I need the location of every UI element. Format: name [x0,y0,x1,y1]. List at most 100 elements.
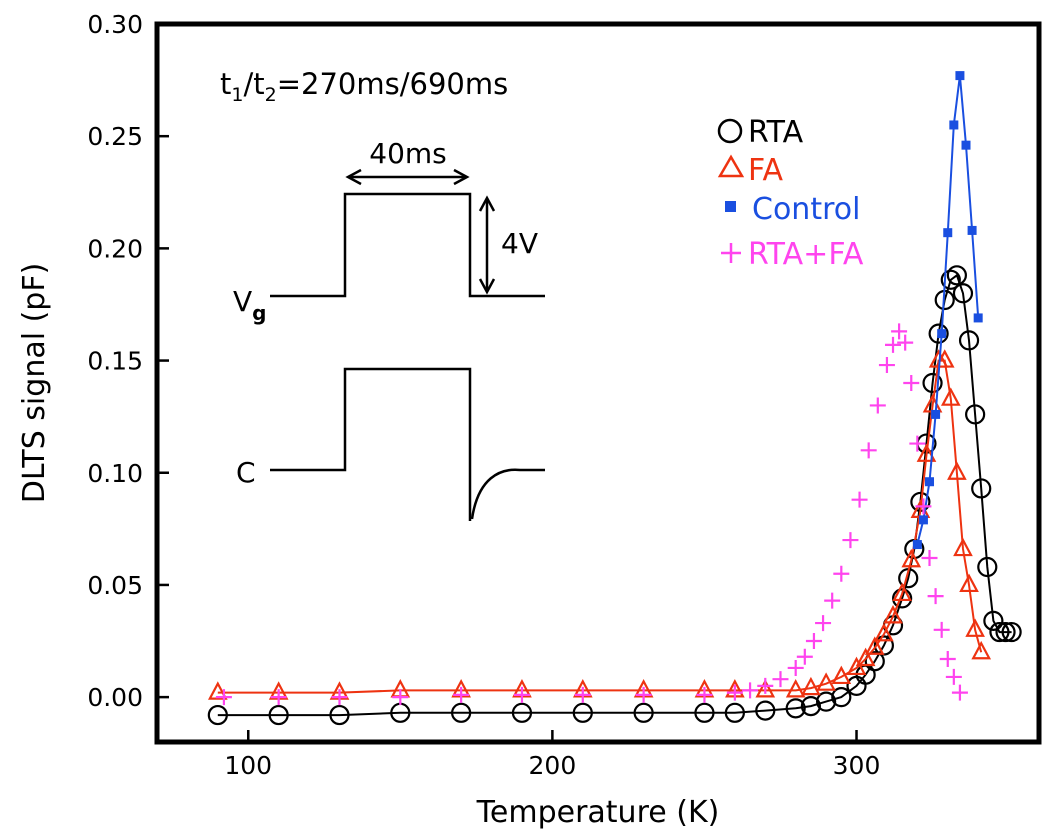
y-tick-label: 0.30 [87,10,143,39]
data-point-rta-fa [787,659,804,676]
data-point-rta-fa [860,442,877,459]
data-point-rta [816,691,837,712]
legend-marker-fa [717,154,745,178]
data-point-rta-fa [772,671,789,688]
y-tick-label: 0.10 [87,459,143,488]
pulse-width-arrowhead-left [345,168,362,186]
data-point-rta [952,283,974,304]
data-point-rta [724,702,745,723]
data-point-rta [946,265,967,286]
legend-label-rta: RTA [748,115,804,150]
data-point-rta [892,588,913,609]
data-point-control [912,540,922,550]
data-point-rta [977,556,998,578]
legend-label-control: Control [752,192,860,227]
data-point-rta [572,702,593,723]
series-rta [207,265,1022,726]
data-point-rta-fa [833,565,850,582]
data-point-rta [785,698,806,719]
plot-frame [154,21,1042,745]
legend-label-rta-fa: RTA+FA [748,237,864,272]
data-point-rta-fa [903,375,920,391]
data-point-rta-fa [270,689,287,706]
x-axis-label: Temperature (K) [476,795,720,830]
y-tick-label: 0.15 [87,347,143,376]
capacitance-waveform [270,367,472,521]
y-tick-label: 0.25 [87,122,143,151]
data-point-fa [947,461,967,480]
y-axis-label: DLTS signal (pF) [17,263,52,504]
data-point-control [949,120,959,130]
data-point-rta-fa [933,621,950,638]
y-axis-ticks: 0.00 0.05 0.10 0.15 0.20 0.25 0.30 [87,10,169,712]
data-point-rta [1001,621,1022,643]
data-point-rta [928,323,949,344]
data-point-control [918,515,928,525]
data-point-rta [958,330,980,351]
x-tick-label: 100 [224,751,272,780]
y-tick-label: 0.20 [87,234,143,263]
data-point-rta [800,695,821,717]
capacitance-label: C [236,456,256,489]
data-point-rta [268,704,289,726]
series-rta-fa [215,323,968,706]
data-point-rta [694,702,715,723]
data-point-control [967,225,977,235]
y-tick-label: 0.05 [87,571,143,600]
x-tick-label: 200 [529,751,577,780]
pulse-width-label: 40ms [369,137,447,170]
data-point-rta-fa [921,550,938,567]
data-point-control [973,313,983,323]
data-point-control [931,409,941,419]
data-point-fa [816,672,836,691]
data-point-rta-fa [824,592,841,609]
legend: RTA FA Control RTA+FA [717,115,864,272]
x-axis-ticks: 100 200 300 [224,730,880,780]
data-point-rta-fa [927,588,944,605]
legend-marker-rta-fa [721,243,741,263]
series-layer [207,71,1022,726]
pulse-schematic [270,168,545,521]
legend-marker-control [725,201,736,212]
data-point-rta [940,269,961,290]
data-point-rta-fa [851,491,868,508]
data-point-rta [633,702,654,723]
data-point-control [961,140,971,150]
legend-label-fa: FA [748,153,784,188]
data-point-fa [831,665,852,685]
series-line-fa [217,359,983,694]
data-point-rta-fa [909,435,926,452]
data-point-rta [755,700,776,721]
data-point-fa [755,679,776,698]
data-point-fa [892,582,912,602]
data-point-rta-fa [453,686,470,703]
data-point-rta [511,702,533,723]
data-point-fa [864,636,885,655]
data-point-rta-fa [696,686,713,703]
data-point-rta-fa [215,689,232,706]
x-tick-label: 300 [833,751,881,780]
data-point-fa [846,656,867,676]
data-point-rta-fa [574,686,591,703]
data-point-rta-fa [392,689,409,706]
data-point-fa [855,647,876,667]
data-point-rta [451,702,472,723]
y-tick-label: 0.00 [87,683,143,712]
data-point-fa [801,676,821,696]
data-point-rta-fa [842,532,859,549]
data-point-control [943,228,953,238]
pulse-height-arrowhead-bottom [478,278,496,295]
data-point-rta [971,478,992,499]
data-point-rta-fa [796,648,813,665]
series-fa [207,349,992,700]
data-point-control [955,71,965,81]
data-point-rta [864,651,885,672]
data-point-control [937,329,947,339]
data-point-fa [940,387,961,406]
rate-window-annotation: t1/t2=270ms/690ms [220,67,508,106]
capacitance-recovery-curve [470,468,545,520]
data-point-rta [922,372,943,394]
data-point-fa [883,605,903,624]
data-point-rta [995,621,1016,643]
